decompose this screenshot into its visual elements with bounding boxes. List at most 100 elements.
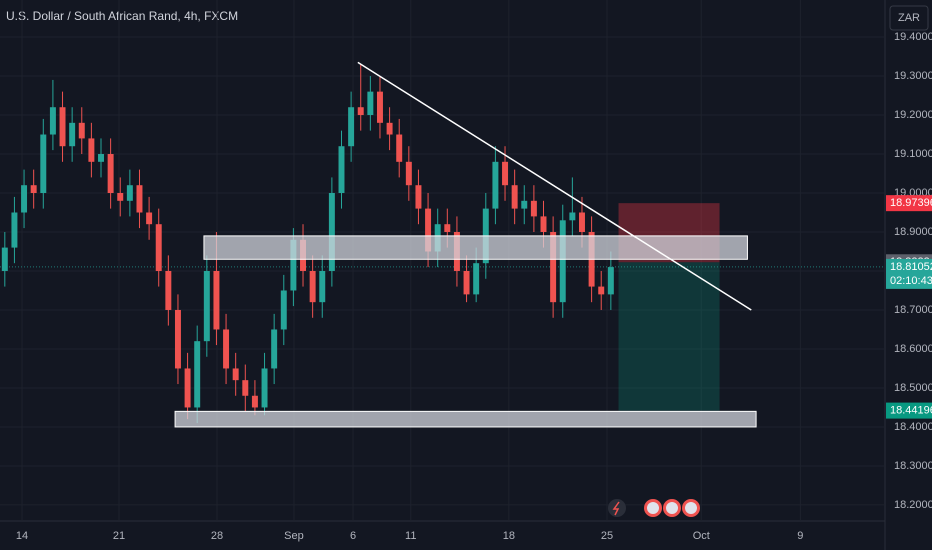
y-tick-label: 19.30000 [894,70,932,82]
candle-body [357,107,364,116]
candle-body [550,231,557,303]
candle-body [30,185,37,194]
plot [0,0,885,521]
candle-body [463,270,470,295]
x-tick-label: 28 [211,530,223,542]
x-tick-label: 21 [113,530,125,542]
candle-body [569,212,576,221]
candle-body [213,270,220,330]
candle-body [348,107,355,147]
candle-body [376,91,383,123]
flag-inner [685,502,697,514]
candle-body [473,263,480,295]
target-area [618,262,720,411]
candle-body [338,146,345,194]
y-tick-label: 19.10000 [894,148,932,160]
flag-inner [647,502,659,514]
candle-body [492,161,499,209]
candle-body [136,185,143,213]
price-tag [886,402,932,419]
price-tag-label: 18.44196 [890,404,932,416]
candle-body [59,107,66,147]
x-tick-label: Sep [284,530,304,542]
candle-body [559,220,566,303]
candle-body [280,290,287,330]
zone [203,235,748,260]
candle-body [117,193,124,201]
candle-body [146,212,153,225]
candle-body [502,161,509,186]
candle-body [11,212,18,248]
candle-body [386,122,393,135]
candle-body [40,134,47,194]
y-tick-label: 18.40000 [894,421,932,433]
candle-body [261,368,268,408]
candle-body [530,200,537,217]
candle-body [271,329,278,369]
candle-body [242,380,249,396]
currency[interactable]: ZAR [898,12,920,24]
last-price-tag [886,258,932,289]
candle-body [251,395,258,408]
y-tick-label: 19.40000 [894,31,932,43]
y-tick-label: 18.20000 [894,499,932,511]
x-tick-label: 18 [503,530,515,542]
candle-body [107,154,114,194]
candle-body [155,224,162,271]
candle-body [126,185,133,201]
candle-body [540,216,547,232]
candle-body [405,161,412,186]
y-tick-label: 18.60000 [894,343,932,355]
candle-body [49,107,56,135]
y-tick-label: 18.70000 [894,304,932,316]
x-tick-label: 9 [797,530,803,542]
indicator-icons [608,499,700,517]
candle-body [328,193,335,271]
y-tick-label: 19.20000 [894,109,932,121]
candle-body [194,341,201,408]
candle-body [1,247,8,271]
candle-body [598,286,605,295]
candle-body [98,154,104,162]
candle-body [415,185,422,209]
currency-box[interactable] [889,5,929,31]
x-tick-label: Oct [693,530,710,542]
zone [174,410,757,428]
lightning [612,501,620,516]
candle-body [174,309,181,369]
y-tick-label: 18.90000 [894,226,932,238]
candle-body [607,267,614,295]
flag-inner [666,502,678,514]
x-tick-label: 14 [16,530,28,542]
last-price-label: 18.81052 [890,261,932,273]
candle-body [165,270,172,310]
trendline [357,61,752,311]
candle-body [223,329,230,369]
candle-body [444,224,451,232]
x-tick-label: 25 [601,530,613,542]
candle-body [184,368,191,408]
candle-body [88,138,95,162]
chart-title: U.S. Dollar / South African Rand, 4h, FX… [6,9,238,23]
candle-body [579,212,585,232]
price-tag-label: 18.97396 [890,197,932,209]
candle-body [290,239,297,291]
y-tick-label: 18.30000 [894,460,932,472]
candle-body [21,185,28,213]
event-icon[interactable] [608,499,626,517]
candle-body [511,185,518,209]
candle-body [203,270,210,342]
candle-body [367,91,374,116]
candle-body [78,122,85,139]
candle-body [69,122,76,147]
x-tick-label: 6 [350,530,356,542]
price-tag [886,195,932,212]
candle-body [319,270,326,303]
candle-body [425,208,432,252]
countdown: 02:10:43 [890,275,932,287]
x-tick-label: 11 [405,530,416,542]
candle-body [396,134,403,162]
candle-body [309,270,316,303]
candle-body [232,368,239,381]
